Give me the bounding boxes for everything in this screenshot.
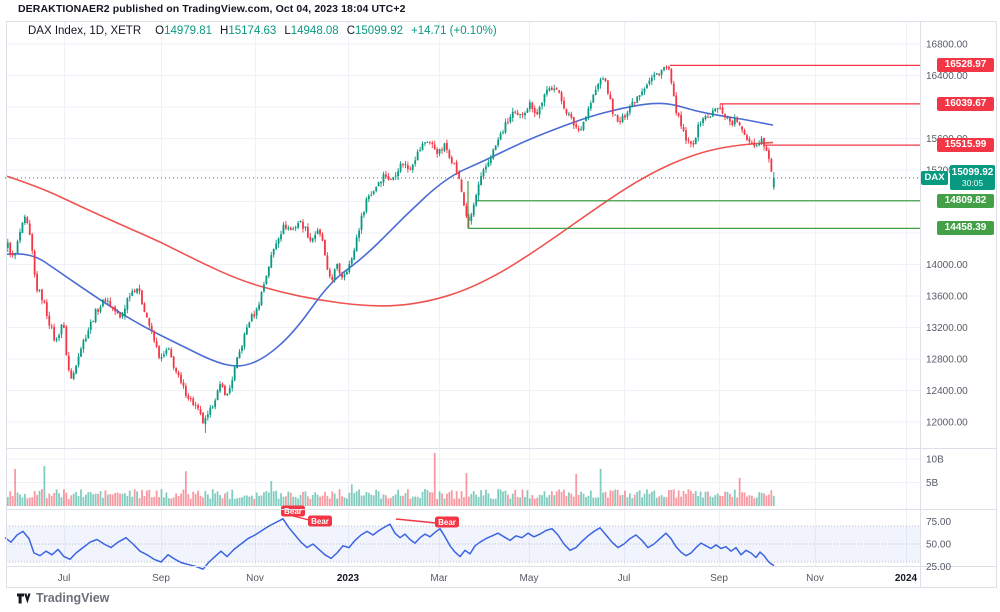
price-level-badge[interactable]: 16528.97 xyxy=(937,58,994,73)
svg-text:Bear: Bear xyxy=(311,517,329,526)
symbol-legend[interactable]: DAX Index, 1D, XETR O14979.81 H15174.63 L14… xyxy=(28,25,497,37)
x-axis-labels[interactable]: Jul Sep Nov 2023 Mar May Jul Sep Nov 2024 xyxy=(58,573,918,584)
svg-text:13200.00: 13200.00 xyxy=(926,323,968,334)
svg-text:Nov: Nov xyxy=(806,573,824,584)
rsi-annotations[interactable]: Bear Bear Bear xyxy=(281,505,459,528)
svg-text:5B: 5B xyxy=(926,478,939,489)
tradingview-logo-text: TradingView xyxy=(36,590,110,605)
svg-text:12400.00: 12400.00 xyxy=(926,386,968,397)
svg-text:25.00: 25.00 xyxy=(926,562,951,573)
ma-200-line[interactable] xyxy=(6,141,774,307)
high-label: H xyxy=(220,25,229,37)
bear-label[interactable] xyxy=(435,516,459,528)
current-price-value: 15099.92 xyxy=(951,167,994,179)
svg-text:12800.00: 12800.00 xyxy=(926,355,968,366)
open-label: O xyxy=(155,25,165,37)
high-value: 15174.63 xyxy=(228,25,277,37)
symbol-title[interactable]: DAX Index, 1D, XETR xyxy=(28,25,142,37)
svg-text:2024: 2024 xyxy=(895,573,918,584)
current-price-badge[interactable]: 15099.92 30:05 xyxy=(950,165,995,191)
svg-text:75.00: 75.00 xyxy=(926,517,951,528)
change-value: +14.71 (+0.10%) xyxy=(410,25,497,37)
svg-text:Jul: Jul xyxy=(618,573,631,584)
volume-series[interactable] xyxy=(6,452,775,506)
symbol-tag[interactable]: DAX xyxy=(921,170,948,185)
svg-text:50.00: 50.00 xyxy=(926,540,951,551)
close-value: 15099.92 xyxy=(355,25,403,37)
price-level-badge[interactable]: 14458.39 xyxy=(937,221,994,236)
svg-text:14000.00: 14000.00 xyxy=(926,260,968,271)
publish-info: DERAKTIONAER2 published on TradingView.c… xyxy=(18,3,406,15)
price-levels[interactable] xyxy=(467,64,920,230)
open-value: 14979.81 xyxy=(164,25,213,37)
svg-text:2023: 2023 xyxy=(337,573,360,584)
grid xyxy=(6,21,920,566)
frame xyxy=(6,21,997,588)
svg-text:Sep: Sep xyxy=(710,573,728,584)
ma-50-line[interactable] xyxy=(6,102,774,367)
svg-text:Mar: Mar xyxy=(430,573,448,584)
svg-text:Jul: Jul xyxy=(58,573,71,584)
candlestick-series[interactable] xyxy=(6,65,775,433)
price-level-badge[interactable]: 16039.67 xyxy=(937,96,994,111)
svg-text:May: May xyxy=(520,573,539,584)
bear-label[interactable] xyxy=(281,505,305,517)
svg-text:Sep: Sep xyxy=(152,573,170,584)
rsi-band xyxy=(6,525,920,563)
svg-text:16800.00: 16800.00 xyxy=(926,40,968,51)
svg-text:Bear: Bear xyxy=(284,507,302,516)
bar-countdown: 30:05 xyxy=(961,178,984,189)
price-level-badge[interactable]: 14809.82 xyxy=(937,193,994,208)
svg-text:13600.00: 13600.00 xyxy=(926,292,968,303)
low-label: L xyxy=(284,25,291,37)
tradingview-logo-icon xyxy=(17,593,31,604)
rsi-line[interactable] xyxy=(4,518,775,570)
y-axis-labels[interactable]: 16800.0016400.0015600.0015200.0014000.00… xyxy=(926,40,968,574)
svg-text:Bear: Bear xyxy=(438,518,456,527)
close-label: C xyxy=(346,25,356,37)
svg-text:Nov: Nov xyxy=(246,573,264,584)
bear-label[interactable] xyxy=(308,515,332,527)
tradingview-logo[interactable]: TradingView xyxy=(16,590,109,605)
price-level-badge[interactable]: 15515.99 xyxy=(937,138,994,153)
svg-text:12000.00: 12000.00 xyxy=(926,418,968,429)
low-value: 14948.08 xyxy=(290,25,339,37)
svg-text:10B: 10B xyxy=(926,455,944,466)
svg-text:16400.00: 16400.00 xyxy=(926,71,968,82)
